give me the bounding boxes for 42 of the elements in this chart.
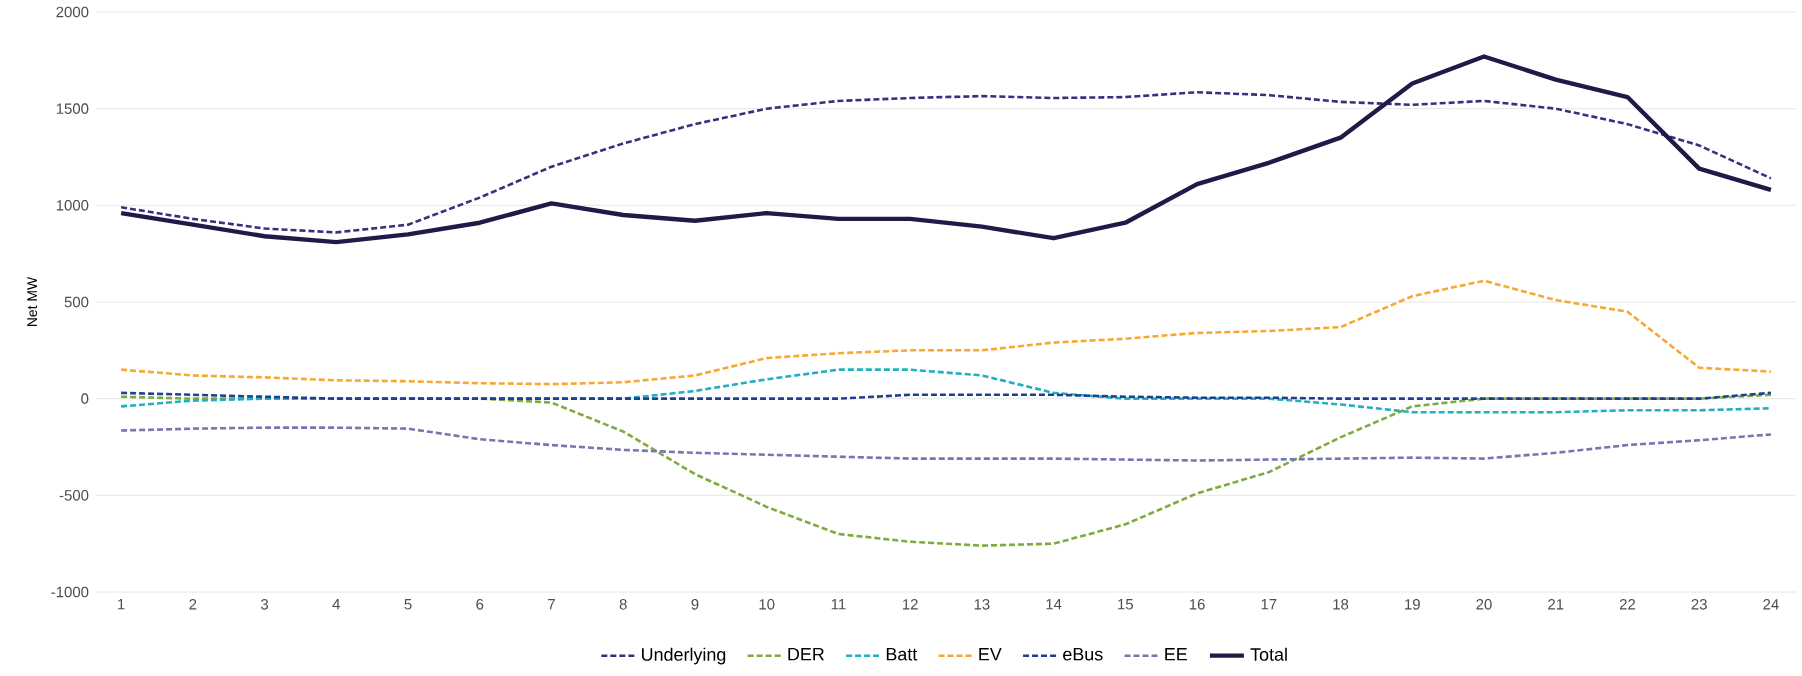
x-tick-label: 14 [1046,599,1062,610]
legend-label: Total [1250,647,1287,661]
x-tick-label: 17 [1261,599,1277,610]
x-tick-label: 24 [1763,599,1779,610]
x-tick-label: 2 [189,599,197,610]
legend-label: EE [1165,648,1187,661]
x-tick-label: 19 [1405,599,1420,610]
x-tick-label: 5 [404,599,412,610]
x-tick-label: 23 [1691,599,1707,610]
x-tick-label: 7 [548,599,555,610]
x-tick-label: 4 [332,599,341,610]
legend-label: DER [788,648,824,661]
y-tick-label: 500 [64,296,89,308]
x-tick-label: 6 [476,599,484,610]
y-tick-label: 1500 [56,103,89,114]
legend-label: EV [979,648,1002,661]
x-tick-label: 3 [260,599,269,610]
x-tick-label: 9 [691,599,699,610]
line-series [118,54,1774,245]
y-tick-label: -500 [59,490,89,501]
legend-label: eBus [1063,648,1103,661]
y-tick-label: 0 [81,393,89,404]
x-tick-label: 13 [974,599,990,610]
legend-label: Underlying [642,647,726,665]
x-tick-label: 18 [1333,599,1349,610]
y-axis-title: Net MW [27,276,38,327]
x-tick-label: 15 [1118,599,1134,610]
y-tick-label: 2000 [56,6,89,18]
y-tick-label: -1000 [51,586,89,598]
x-tick-label: 8 [619,599,627,610]
x-tick-label: 1 [118,599,125,610]
x-tick-label: 21 [1548,599,1564,610]
x-tick-label: 16 [1189,599,1205,610]
x-tick-label: 22 [1619,599,1636,610]
y-tick-label: 1000 [56,200,89,211]
x-tick-label: 12 [902,599,918,610]
x-tick-label: 11 [831,599,846,610]
line-series [119,279,1773,386]
x-tick-label: 10 [759,599,775,610]
line-series [119,90,1773,234]
legend-label: Batt [886,648,918,661]
x-tick-label: 20 [1476,599,1492,610]
